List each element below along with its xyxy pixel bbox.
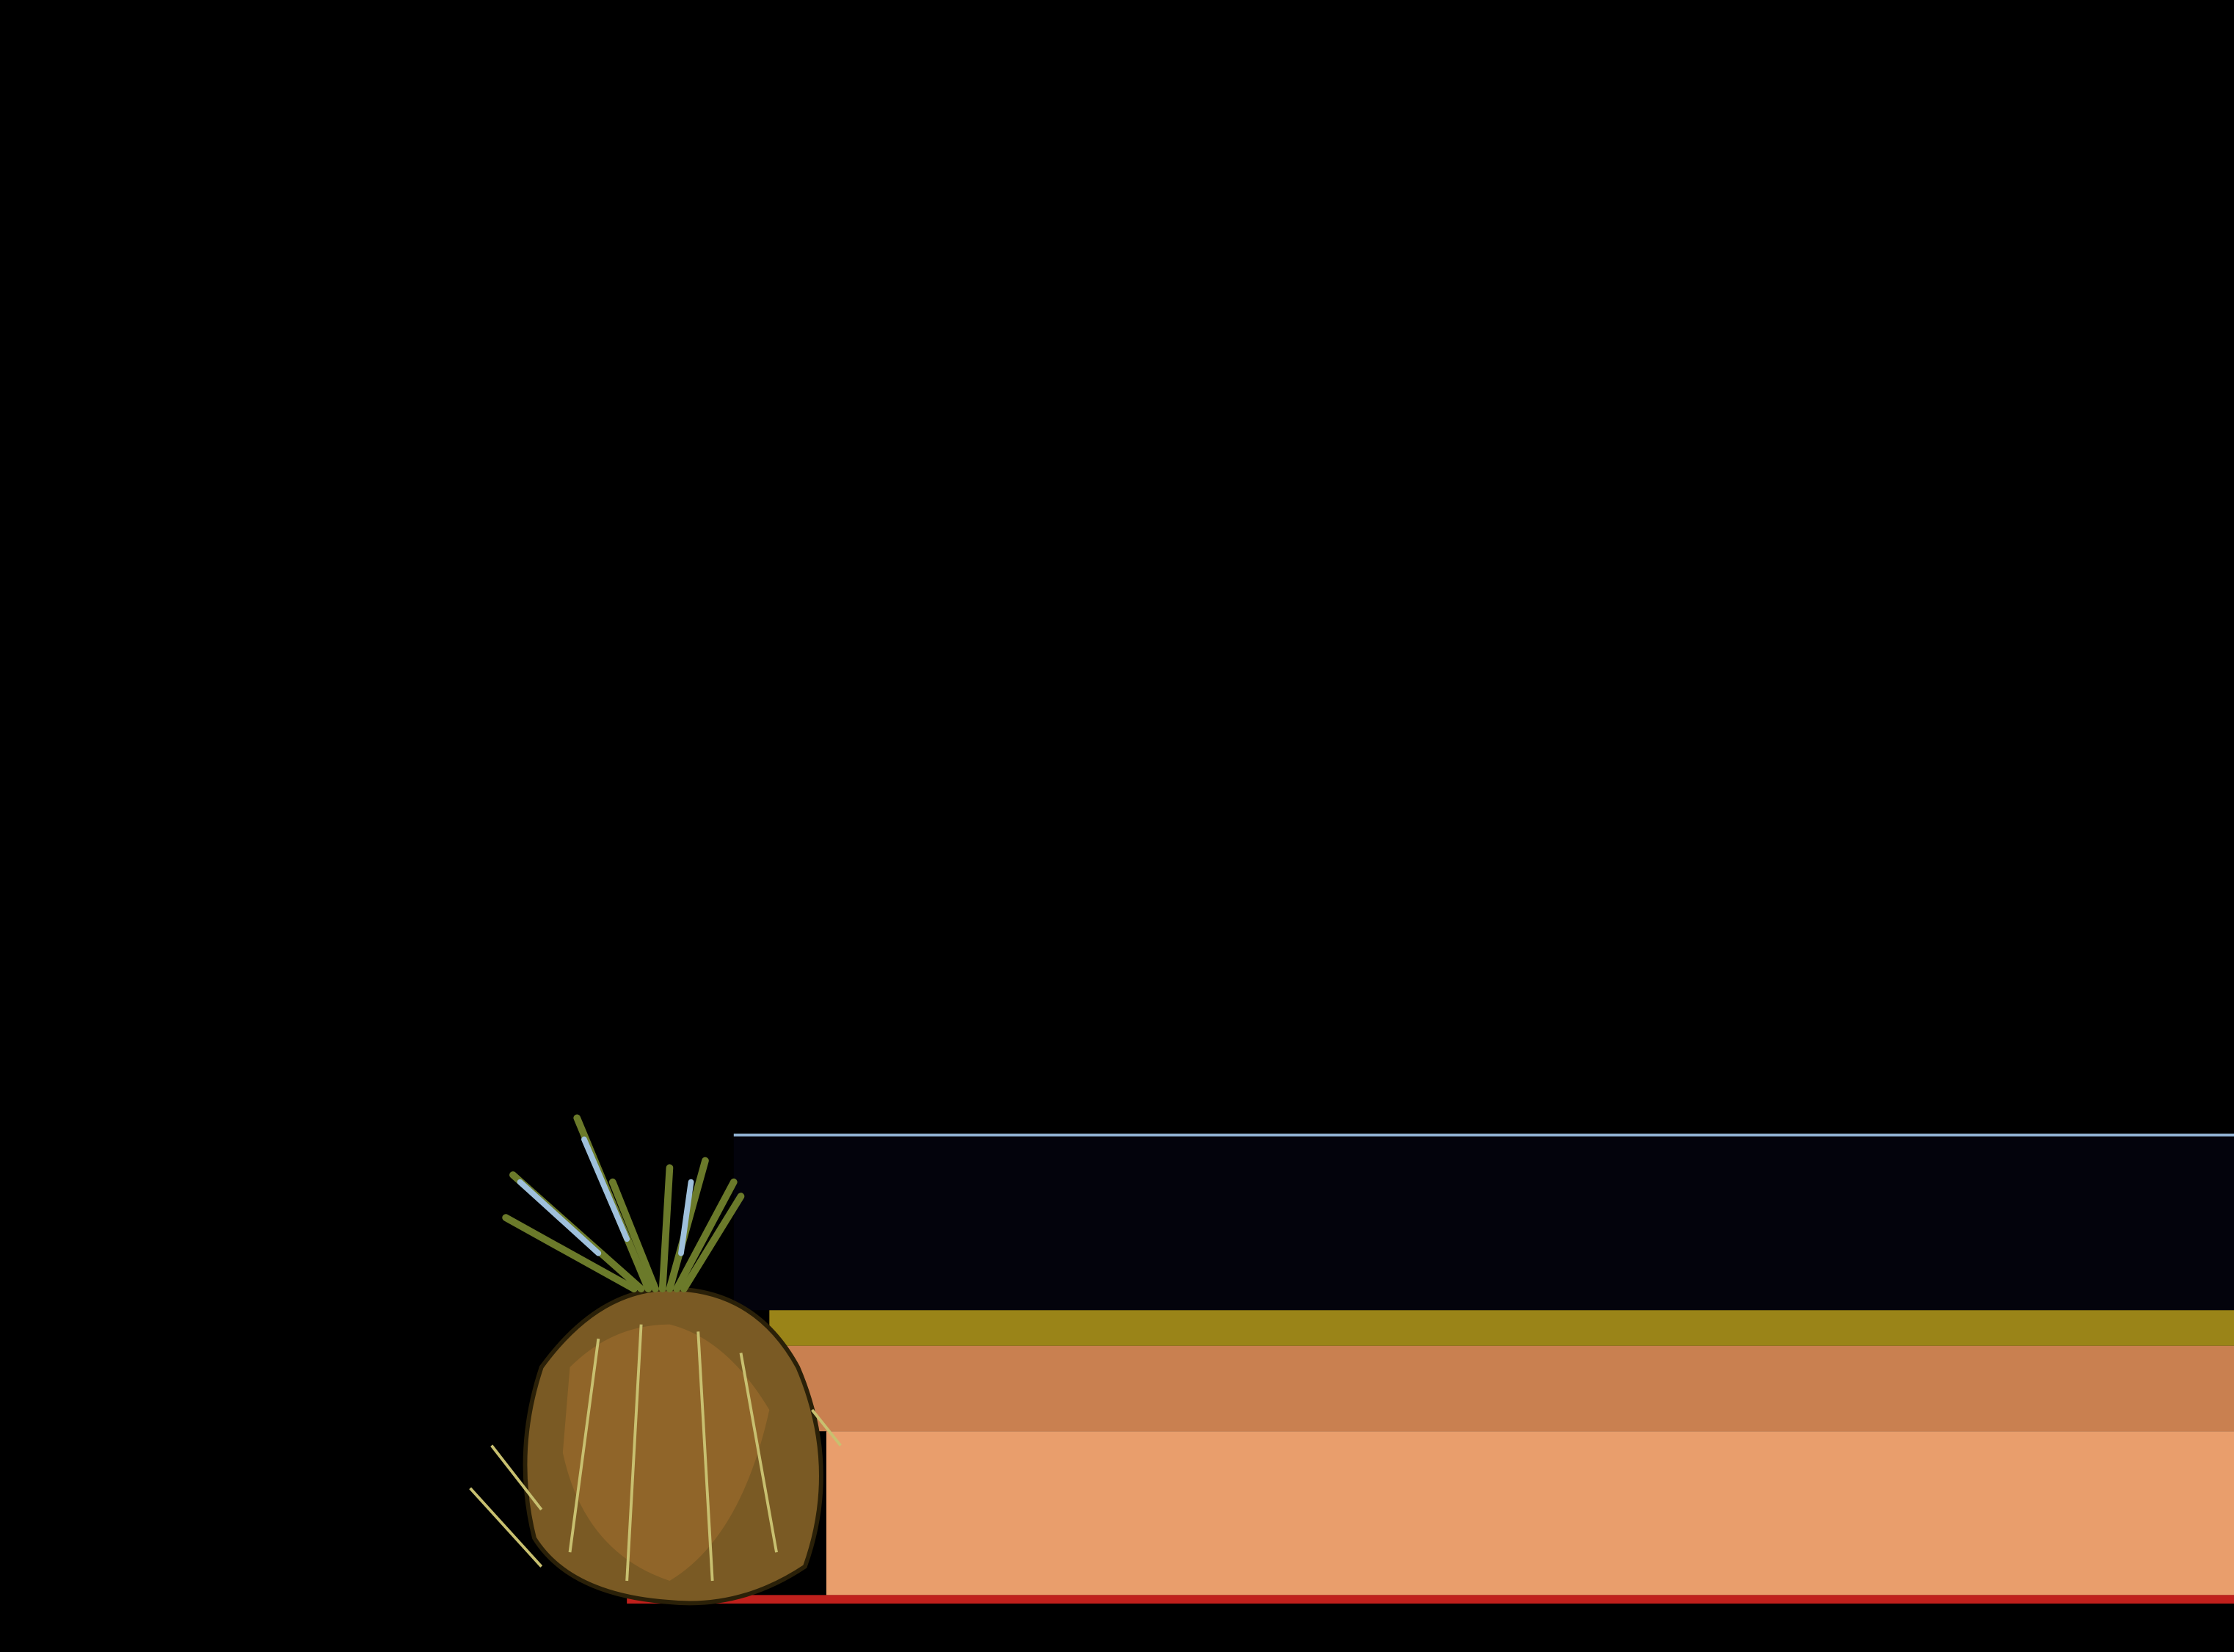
red-line: [627, 1595, 2234, 1604]
olive-band: [769, 1310, 2234, 1346]
blue-line: [733, 1133, 2234, 1137]
stripes: [627, 1133, 2234, 1604]
fibers: [469, 1324, 842, 1582]
bulb-shade: [562, 1324, 770, 1581]
navy-band: [733, 1136, 2234, 1311]
leaf-highlights: [517, 1136, 694, 1256]
orange-band: [826, 1431, 2234, 1595]
brown-band: [776, 1345, 2234, 1432]
plant-illustration: [469, 1114, 842, 1606]
